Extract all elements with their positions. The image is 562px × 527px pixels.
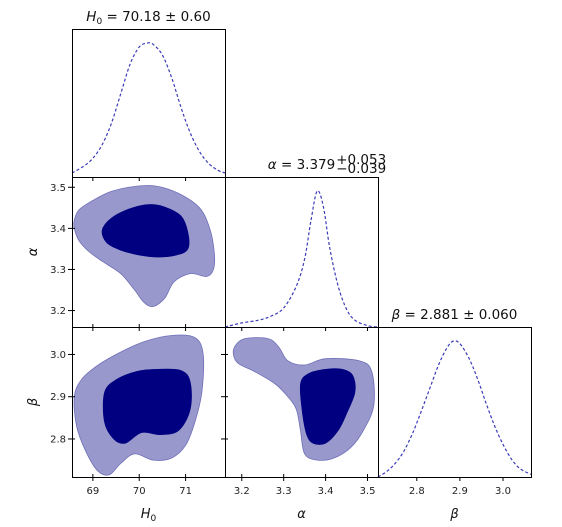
y-axis-label-beta: β [26,398,41,407]
tick-label-y-alpha: 3.3 [50,265,66,276]
marginal-curve-alpha [224,190,379,328]
tick-label-x-H0: 69 [86,486,99,497]
tick-label-x-alpha: 3.3 [276,486,292,497]
contour-H0-alpha [73,185,216,308]
x-axis-label-H0: H0 [141,507,157,524]
marginal-H0 [71,42,226,174]
panel-H0-H0-frame [72,29,226,178]
contour-1sigma-alpha-beta [299,368,356,445]
tick-label-x-beta: 2.8 [409,486,425,497]
tick-label-y-beta: 3.0 [50,350,66,361]
contour-alpha-beta [232,337,375,461]
tick-label-y-alpha: 3.2 [50,306,66,317]
tick-label-x-H0: 71 [179,486,192,497]
x-axis-label-alpha: α [297,507,306,522]
marginal-curve-H0 [71,42,226,174]
contour-1sigma-H0-beta [102,368,192,444]
tick-label-x-alpha: 3.4 [318,486,334,497]
panel-beta-beta-frame [378,327,532,478]
title-alpha-err-minus: −0.039 [336,161,386,177]
tick-label-x-beta: 3.0 [495,486,511,497]
contour-H0-beta [73,334,205,476]
panel-alpha-alpha-frame [225,177,379,328]
tick-label-y-alpha: 3.4 [50,224,66,235]
x-axis-label-beta: β [449,507,458,522]
tick-label-x-beta: 2.9 [452,486,468,497]
marginal-curve-beta [377,340,532,478]
marginal-beta [377,340,532,478]
title-beta: β = 2.881 ± 0.060 [391,307,518,323]
marginal-alpha [224,190,379,328]
title-H0: H0 = 70.18 ± 0.60 [86,9,210,27]
tick-label-x-alpha: 3.2 [234,486,250,497]
contour-1sigma-H0-alpha [101,204,190,258]
y-axis-label-alpha: α [26,247,41,256]
tick-label-y-beta: 2.8 [50,434,66,445]
tick-label-y-beta: 2.9 [50,392,66,403]
tick-label-y-alpha: 3.5 [50,183,66,194]
title-alpha: α = 3.379 [268,157,335,173]
tick-label-x-alpha: 3.5 [360,486,376,497]
title-alpha-err-plus: +0.053 [336,152,386,168]
tick-label-x-H0: 70 [133,486,146,497]
